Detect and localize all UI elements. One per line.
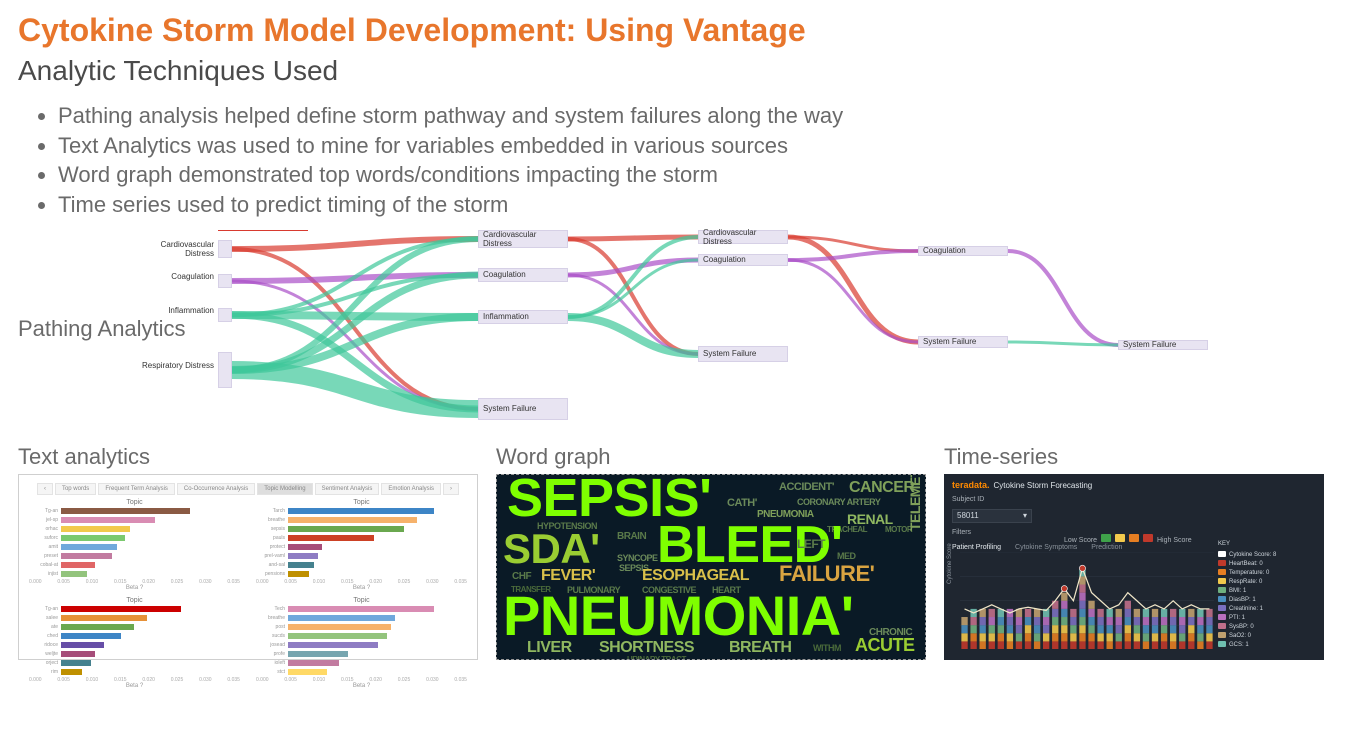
subject-id-value: 58011 bbox=[957, 511, 979, 520]
word-graph-title: Word graph bbox=[496, 444, 926, 470]
ts-legend: KEYCytokine Score: 8HeartBeat: 0Temperat… bbox=[1218, 540, 1318, 650]
sankey-node: System Failure bbox=[1118, 340, 1208, 350]
ts-legend-item: Creatinine: 1 bbox=[1218, 605, 1318, 614]
text-analytics-tabs: ‹Top wordsFrequent Term AnalysisCo-Occur… bbox=[29, 483, 467, 495]
time-series-dashboard: teradata. Cytokine Storm Forecasting Subj… bbox=[944, 474, 1324, 660]
bullet-item: Pathing analysis helped define storm pat… bbox=[58, 101, 1332, 131]
word-cloud-word: ACCIDENT' bbox=[779, 481, 834, 493]
sankey-node: Coagulation bbox=[918, 246, 1008, 256]
ts-tab[interactable]: Prediction bbox=[1091, 544, 1122, 551]
ts-ylabel: Cytokine Score bbox=[947, 543, 953, 584]
sankey-node: Coagulation bbox=[478, 268, 568, 282]
sankey-node: Coagulation bbox=[698, 254, 788, 266]
sankey-node: Inflammation bbox=[478, 310, 568, 324]
sankey-node bbox=[218, 352, 232, 388]
ta-mini-chart: TopicTg-anjel-sporhacsuforcamitpresetcob… bbox=[29, 499, 240, 591]
word-cloud-word: CANCER bbox=[849, 479, 914, 497]
sankey-node: Cardiovascular Distress bbox=[698, 230, 788, 244]
word-graph-panel: Word graph SEPSIS'CATH'ACCIDENT'CANCERCO… bbox=[496, 444, 926, 660]
pathing-label: Pathing Analytics bbox=[18, 316, 186, 342]
sankey-node bbox=[218, 274, 232, 288]
ts-legend-item: GCS: 1 bbox=[1218, 641, 1318, 650]
word-cloud-word: LIVER bbox=[527, 639, 572, 657]
subject-id-select[interactable]: 58011 ▾ bbox=[952, 509, 1032, 523]
ts-tab[interactable]: Cytokine Symptoms bbox=[1015, 544, 1077, 551]
word-cloud-word: SDA' bbox=[503, 525, 600, 573]
bullet-list: Pathing analysis helped define storm pat… bbox=[58, 101, 1332, 220]
word-cloud-word: WITHM bbox=[813, 643, 841, 653]
next-icon[interactable]: › bbox=[443, 483, 459, 495]
ts-legend-item: HeartBeat: 0 bbox=[1218, 560, 1318, 569]
text-analytics-panel: Text analytics ‹Top wordsFrequent Term A… bbox=[18, 444, 478, 660]
time-series-title: Time-series bbox=[944, 444, 1324, 470]
bullet-item: Text Analytics was used to mine for vari… bbox=[58, 131, 1332, 161]
word-cloud-word: CHF bbox=[512, 571, 531, 582]
ta-tab[interactable]: Sentiment Analysis bbox=[315, 483, 380, 495]
ts-legend-item: Cytokine Score: 8 bbox=[1218, 551, 1318, 560]
word-cloud-word: LEFT bbox=[797, 537, 825, 551]
text-analytics-title: Text analytics bbox=[18, 444, 478, 470]
ts-legend-item: DiasBP: 1 bbox=[1218, 596, 1318, 605]
ts-legend-item: SaO2: 0 bbox=[1218, 632, 1318, 641]
ta-tab[interactable]: Emotion Analysis bbox=[381, 483, 441, 495]
sankey-node-label: Cardiovascular Distress bbox=[132, 241, 214, 259]
page-title: Cytokine Storm Model Development: Using … bbox=[18, 12, 1332, 49]
sankey-node: Cardiovascular Distress bbox=[478, 230, 568, 248]
ts-legend-item: SysBP: 0 bbox=[1218, 623, 1318, 632]
sankey-node bbox=[218, 240, 232, 258]
word-cloud-word: SYNCOPE bbox=[617, 553, 658, 563]
ts-legend-item: RespRate: 0 bbox=[1218, 578, 1318, 587]
ta-tab[interactable]: Frequent Term Analysis bbox=[98, 483, 175, 495]
ta-mini-chart: TopicTarchbreathesepsispaulsprotectprel-… bbox=[256, 499, 467, 591]
ts-legend-item: Temperature: 0 bbox=[1218, 569, 1318, 578]
sankey-node: System Failure bbox=[918, 336, 1008, 348]
word-cloud-word: CATH' bbox=[727, 497, 757, 509]
sankey-node bbox=[218, 308, 232, 322]
time-series-panel: Time-series teradata. Cytokine Storm Fore… bbox=[944, 444, 1324, 660]
brand-label: teradata. bbox=[952, 480, 990, 490]
score-legend: Low Score High Score bbox=[1064, 534, 1192, 544]
chevron-down-icon: ▾ bbox=[1023, 511, 1027, 520]
ts-tab[interactable]: Patient Profiling bbox=[952, 544, 1001, 551]
ta-tab[interactable]: Topic Modelling bbox=[257, 483, 312, 495]
sankey-diagram: Cardiovascular Distress Coagulation Inflam… bbox=[218, 230, 1332, 440]
sankey-node-label: Inflammation bbox=[132, 307, 214, 316]
bullet-item: Word graph demonstrated top words/condit… bbox=[58, 160, 1332, 190]
word-cloud-word: URINARY TRACT bbox=[627, 655, 686, 660]
subject-id-label: Subject ID bbox=[952, 496, 1316, 503]
prev-icon[interactable]: ‹ bbox=[37, 483, 53, 495]
word-cloud-word: MED bbox=[837, 551, 856, 561]
ta-tab[interactable]: Co-Occurrence Analysis bbox=[177, 483, 255, 495]
word-cloud-word: ACUTE bbox=[855, 635, 915, 656]
sankey-node-label: Coagulation bbox=[132, 273, 214, 282]
word-cloud-word: TELEMETRY bbox=[907, 474, 923, 531]
ta-tab[interactable]: Top words bbox=[55, 483, 96, 495]
ts-app-title: Cytokine Storm Forecasting bbox=[994, 481, 1093, 490]
page-subtitle: Analytic Techniques Used bbox=[18, 55, 1332, 87]
word-cloud-word: BRAIN bbox=[617, 531, 646, 542]
sankey-node: System Failure bbox=[478, 398, 568, 420]
ta-mini-chart: TopicTg-ansaleeatechedridoceweljteorject… bbox=[29, 597, 240, 689]
bullet-item: Time series used to predict timing of th… bbox=[58, 190, 1332, 220]
word-cloud-word: BREATH bbox=[729, 639, 791, 657]
ts-chart bbox=[960, 552, 1214, 650]
word-cloud: SEPSIS'CATH'ACCIDENT'CANCERCORONARY ARTE… bbox=[496, 474, 926, 660]
ts-legend-item: PTI: 1 bbox=[1218, 614, 1318, 623]
sankey-node: System Failure bbox=[698, 346, 788, 362]
sankey-node-label: Respiratory Distress bbox=[132, 362, 214, 371]
word-cloud-word: CORONARY ARTERY bbox=[797, 497, 880, 507]
ts-legend-item: BMI: 1 bbox=[1218, 587, 1318, 596]
ta-mini-chart: TopicTechbreathepostsucdsjoseadprofeiole… bbox=[256, 597, 467, 689]
